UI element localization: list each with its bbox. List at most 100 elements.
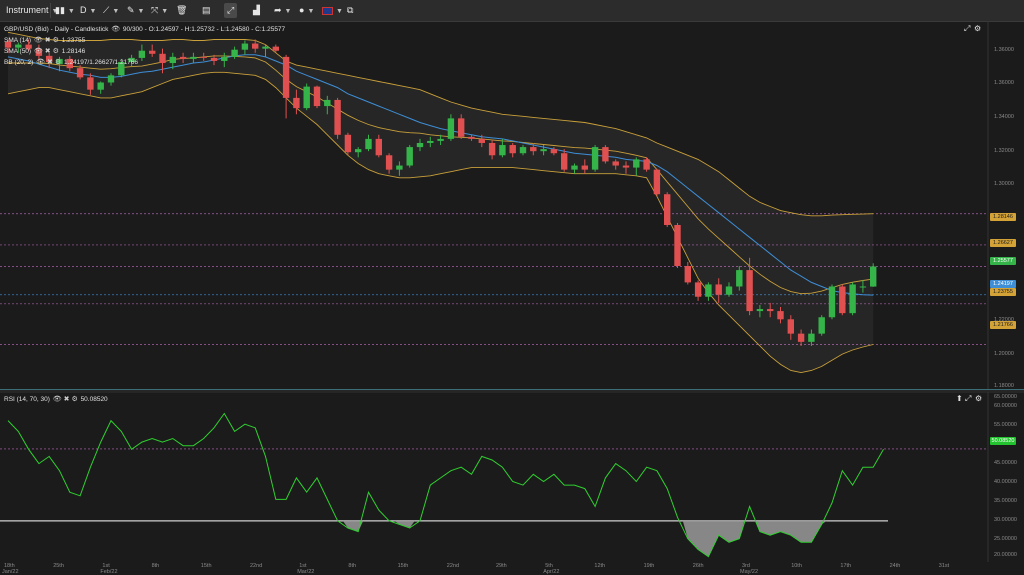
candle-body — [128, 57, 135, 63]
settings-panel-icon[interactable]: ⚙ — [974, 24, 982, 33]
candle-body — [282, 56, 290, 98]
gear-icon[interactable]: ⚙ — [54, 59, 62, 66]
candle-body — [818, 317, 825, 334]
rsi-value-tag: 50.08520 — [990, 437, 1016, 445]
gear-icon[interactable]: ⚙ — [71, 396, 78, 403]
chart-type-menu[interactable]: ▮▮ ▼ — [55, 3, 75, 18]
candle-body — [241, 43, 249, 50]
eye-icon[interactable]: 👁 — [33, 48, 43, 55]
timeframe-label: D — [80, 5, 87, 15]
close-icon[interactable]: ✖ — [44, 37, 51, 44]
layout-tool[interactable]: ▤ — [202, 3, 211, 18]
candle-body — [530, 147, 537, 152]
price-chart[interactable] — [0, 21, 1024, 389]
chart-title: GBP/USD (Bid) - Daily - Candlestick — [4, 26, 109, 33]
chevron-down-icon: ▼ — [112, 8, 120, 15]
panel-divider[interactable] — [0, 389, 1024, 393]
price-panel[interactable]: GBP/USD (Bid) - Daily - Candlestick 👁 90… — [0, 21, 1024, 389]
candle-body — [46, 55, 53, 63]
sma50-label: SMA (50) — [4, 48, 32, 55]
share-menu[interactable]: ➦ ▼ — [274, 3, 291, 18]
date-axis-label: 22nd — [250, 563, 263, 569]
candle-body — [746, 270, 753, 312]
eye-icon[interactable]: 👁 — [36, 59, 45, 66]
popout-tool[interactable]: ⧉ — [347, 3, 353, 18]
date-axis-label: 5th — [545, 563, 553, 569]
candle-body — [385, 155, 393, 170]
instrument-menu[interactable]: Instrument ▼ — [6, 3, 58, 18]
candle-body — [839, 286, 846, 314]
price-axis-label: 1.22000 — [994, 317, 1014, 323]
expand-panel-icon[interactable]: ⤢ — [964, 24, 971, 33]
candle-body — [437, 138, 444, 141]
settings-panel-icon[interactable]: ⚙ — [975, 394, 983, 403]
bb-label: BB (20, 2) — [4, 59, 34, 66]
expand-panel-icon[interactable]: ⤢ — [965, 394, 972, 403]
candle-body — [540, 149, 547, 152]
bb-price-tag: 1.23755 — [990, 288, 1016, 296]
rsi-axis-label: 25.00000 — [994, 536, 1017, 542]
candle-body — [694, 282, 702, 297]
price-axis-label: 1.32000 — [994, 148, 1014, 154]
toolbar-divider — [50, 3, 51, 18]
candlestick-icon: ▮▮ — [55, 5, 65, 15]
measure-menu[interactable]: ⤧ ▼ — [151, 3, 168, 18]
rsi-axis-label: 45.00000 — [994, 460, 1017, 466]
ohlc-values: 90/300 - O:1.24597 - H:1.25732 - L:1.245… — [122, 26, 286, 33]
candle-body — [200, 56, 207, 58]
date-axis-label: 3rd — [742, 563, 750, 569]
candle-body — [313, 86, 321, 107]
pencil-icon: ✎ — [127, 5, 135, 15]
eye-icon[interactable]: 👁 — [52, 396, 62, 403]
uk-flag-icon — [322, 6, 333, 15]
move-up-icon[interactable]: ⬆ — [956, 394, 963, 403]
close-icon[interactable]: ✖ — [44, 48, 51, 55]
candle-body — [262, 46, 269, 49]
language-menu[interactable]: ▼ — [322, 3, 343, 18]
candle-body — [15, 44, 22, 48]
bb-legend: BB (20, 2) 👁 ✖ ⚙ 1.24197/1.26627/1.21766 — [4, 58, 138, 66]
candle-body — [76, 68, 84, 78]
sma50-price-tag: 1.28146 — [990, 213, 1016, 221]
eye-icon[interactable]: 👁 — [111, 26, 121, 33]
indicators-menu[interactable]: ▟ — [253, 3, 260, 18]
gear-icon[interactable]: ⚙ — [52, 48, 59, 55]
candle-body — [767, 309, 774, 312]
candle-body — [25, 44, 32, 49]
candle-body — [138, 50, 146, 58]
date-axis-label: 25th — [53, 563, 64, 569]
timeframe-menu[interactable]: D ▼ — [80, 3, 96, 18]
date-axis-label: 8th — [151, 563, 160, 569]
chevron-down-icon: ▼ — [307, 8, 315, 15]
rsi-panel[interactable]: RSI (14, 70, 30) 👁 ✖ ⚙ 50.08520 ⬆ ⤢ ⚙ 65.0… — [0, 392, 1024, 562]
candle-body — [736, 270, 743, 287]
chevron-down-icon: ▼ — [336, 8, 343, 15]
theme-menu[interactable]: ● ▼ — [299, 3, 314, 18]
close-icon[interactable]: ✖ — [63, 396, 70, 403]
pencil-menu[interactable]: ✎ ▼ — [127, 3, 144, 18]
candle-body — [179, 56, 187, 59]
last-price-tag: 1.25577 — [990, 257, 1016, 265]
gear-icon[interactable]: ⚙ — [52, 37, 59, 44]
chevron-down-icon: ▼ — [161, 8, 169, 15]
eye-icon[interactable]: 👁 — [33, 37, 43, 44]
sma14-value: 1.23755 — [61, 37, 86, 44]
candle-body — [622, 165, 630, 168]
drawing-line-menu[interactable]: ⟋ ▼ — [103, 3, 119, 18]
candle-body — [334, 99, 341, 135]
rsi-axis-label: 30.00000 — [994, 517, 1017, 523]
candle-body — [272, 46, 279, 51]
candle-body — [725, 286, 733, 295]
candle-body — [406, 147, 413, 166]
candle-body — [35, 48, 43, 56]
date-axis-label: 22nd — [446, 563, 460, 569]
fullscreen-tool[interactable]: ⤢ — [224, 3, 238, 18]
date-axis-label: 18th — [4, 563, 15, 569]
close-icon[interactable]: ✖ — [46, 59, 53, 66]
trash-icon: 🗑 — [176, 5, 188, 15]
rsi-chart[interactable] — [0, 392, 1024, 562]
date-axis-label: 15th — [200, 563, 212, 569]
candle-body — [66, 58, 73, 69]
candle-body — [859, 286, 867, 288]
delete-tool[interactable]: 🗑 — [176, 3, 187, 18]
